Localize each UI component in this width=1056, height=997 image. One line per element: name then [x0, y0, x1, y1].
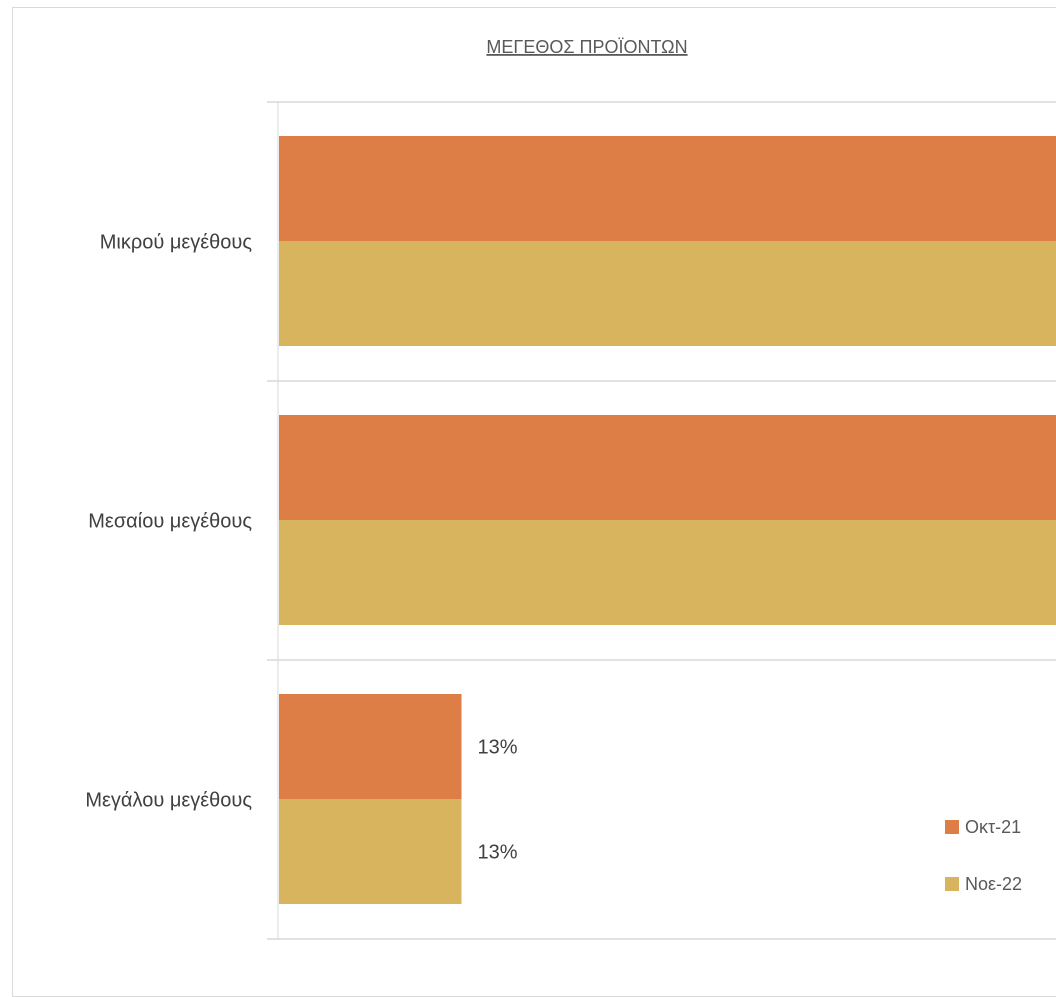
legend-label: Νοε-22: [965, 874, 1022, 894]
category-labels: Μικρού μεγέθους Μεσαίου μεγέθους Μεγάλου μ…: [85, 232, 252, 812]
category-gridlines: [267, 101, 1056, 940]
bar: [279, 241, 1056, 346]
bar: [279, 136, 1056, 241]
bar: [279, 520, 1056, 625]
bar: [279, 799, 462, 904]
chart-title: ΜΕΓΕΘΟΣ ΠΡΟΪΟΝΤΩΝ: [486, 37, 687, 57]
data-labels: 72%68%62%66%13%13%: [478, 737, 518, 864]
category-label: Μεγάλου μεγέθους: [85, 790, 252, 812]
legend-label: Οκτ-21: [965, 817, 1021, 837]
legend-swatch: [945, 877, 959, 891]
bars: [279, 136, 1056, 904]
category-label: Μικρού μεγέθους: [100, 232, 253, 254]
category-label: Μεσαίου μεγέθους: [88, 511, 252, 533]
legend-swatch: [945, 820, 959, 834]
data-label: 13%: [478, 737, 518, 759]
bar: [279, 694, 462, 799]
legend: Οκτ-21 Νοε-22: [945, 817, 1022, 894]
bar: [279, 415, 1056, 520]
data-label: 13%: [478, 842, 518, 864]
